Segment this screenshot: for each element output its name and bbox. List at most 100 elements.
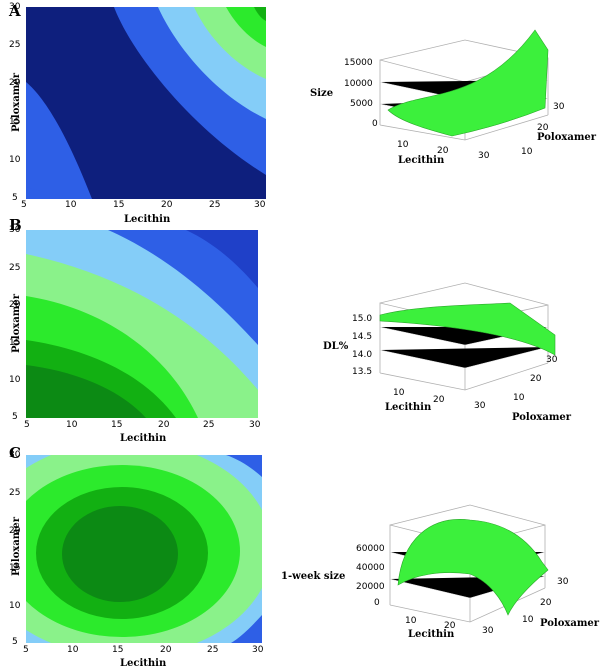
contour-plot-c xyxy=(26,455,262,647)
contour-c-level-7 xyxy=(62,506,178,602)
contour-a-ytick: 10 xyxy=(9,155,21,165)
surface-a-ztick: 15000 xyxy=(344,58,373,68)
surface-b-xtick: 20 xyxy=(433,395,445,405)
surface-c-xtick: 30 xyxy=(482,626,494,636)
surface-plot-c xyxy=(330,490,595,654)
contour-a-ytick: 15 xyxy=(9,117,21,127)
contour-c-xtick: 25 xyxy=(207,645,219,655)
contour-a-ylabel: Poloxamer xyxy=(11,72,23,133)
contour-c-xtick: 30 xyxy=(252,645,264,655)
surface-b-ytick: 20 xyxy=(530,374,542,384)
contour-b-level-1 xyxy=(186,230,258,288)
surface-a-ztick: 0 xyxy=(372,119,378,129)
surface-c-ylabel: Poloxamer xyxy=(540,618,600,629)
surface-b-zlabel: DL% xyxy=(323,341,349,352)
contour-c-ytick: 10 xyxy=(9,601,21,611)
contour-plot-a xyxy=(26,7,266,203)
surface-c-ytick: 10 xyxy=(522,615,534,625)
contour-c-ytick: 30 xyxy=(9,450,21,460)
surface-b-ytick: 10 xyxy=(513,393,525,403)
contour-b-xtick: 25 xyxy=(203,420,215,430)
contour-c-xtick: 15 xyxy=(112,645,124,655)
surface-a-xlabel: Lecithin xyxy=(398,155,445,166)
surface-c-xtick: 20 xyxy=(444,621,456,631)
surface-a-ytick: 30 xyxy=(553,102,565,112)
panel-letter-a: A xyxy=(9,2,21,20)
contour-a-xtick: 30 xyxy=(254,200,266,210)
contour-c-ytick: 5 xyxy=(12,637,18,647)
contour-b-ytick: 5 xyxy=(12,412,18,422)
surface-c-ztick: 20000 xyxy=(356,582,385,592)
contour-a-ytick: 30 xyxy=(9,2,21,12)
contour-c-corner-bottom-right xyxy=(231,615,262,643)
contour-c-ytick: 20 xyxy=(9,526,21,536)
surface-b-svg xyxy=(379,282,556,391)
contour-b-xlabel: Lecithin xyxy=(120,433,167,444)
surface-c-zlabel: 1-week size xyxy=(281,571,346,582)
surface-b-ztick: 13.5 xyxy=(352,367,373,377)
contour-b-ytick: 25 xyxy=(9,263,21,273)
contour-c-ytick: 15 xyxy=(9,563,21,573)
contour-a-xtick: 20 xyxy=(161,200,173,210)
surface-a-svg xyxy=(379,29,549,141)
contour-a-ytick: 20 xyxy=(9,78,21,88)
surface-b-xtick: 30 xyxy=(474,401,486,411)
surface-c-ztick: 40000 xyxy=(356,563,385,573)
surface-c-ztick: 0 xyxy=(374,598,380,608)
contour-c-corner-top-right xyxy=(226,455,262,477)
contour-b-xtick: 10 xyxy=(66,420,78,430)
contour-b-xtick: 20 xyxy=(158,420,170,430)
contour-a-xtick: 15 xyxy=(113,200,125,210)
surface-a-ztick: 10000 xyxy=(344,79,373,89)
contour-a-xtick: 25 xyxy=(209,200,221,210)
contour-plot-b xyxy=(26,230,258,422)
contour-c-xlabel: Lecithin xyxy=(120,658,167,669)
contour-a-level-2-left xyxy=(26,7,92,199)
contour-a-xtick: 10 xyxy=(65,200,77,210)
contour-b-ytick: 20 xyxy=(9,300,21,310)
surface-a-ytick: 20 xyxy=(537,123,549,133)
contour-b-ylabel: Poloxamer xyxy=(11,293,23,354)
surface-b-ylabel: Poloxamer xyxy=(512,412,572,423)
contour-a-level-6 xyxy=(254,7,266,21)
surface-a-ytick: 10 xyxy=(521,147,533,157)
contour-a-ytick: 5 xyxy=(12,193,18,203)
contour-a-ytick: 25 xyxy=(9,40,21,50)
contour-b-xtick: 15 xyxy=(111,420,123,430)
panel-letter-b: B xyxy=(9,216,22,234)
contour-a-level-5 xyxy=(226,7,266,47)
panel-letter-c: C xyxy=(9,444,21,462)
contour-b-ytick: 10 xyxy=(9,375,21,385)
surface-plot-a xyxy=(330,10,595,184)
surface-c-svg xyxy=(389,504,549,623)
contour-b-xtick: 5 xyxy=(24,420,30,430)
contour-c-xtick: 10 xyxy=(67,645,79,655)
contour-a-svg xyxy=(26,7,266,199)
surface-c-ytick: 20 xyxy=(540,598,552,608)
contour-b-ytick: 30 xyxy=(9,225,21,235)
surface-c-mesh xyxy=(397,519,549,616)
surface-a-xtick: 10 xyxy=(397,140,409,150)
contour-c-ylabel: Poloxamer xyxy=(11,516,23,577)
surface-b-xtick: 10 xyxy=(393,388,405,398)
surface-c-ztick: 60000 xyxy=(356,544,385,554)
surface-a-ztick: 5000 xyxy=(350,99,373,109)
surface-c-xtick: 10 xyxy=(405,616,417,626)
contour-c-ytick: 25 xyxy=(9,488,21,498)
surface-a-xtick: 30 xyxy=(478,151,490,161)
contour-b-xtick: 30 xyxy=(249,420,261,430)
contour-b-svg xyxy=(26,230,258,418)
surface-b-ytick: 30 xyxy=(546,355,558,365)
surface-b-xlabel: Lecithin xyxy=(385,402,432,413)
surface-c-xlabel: Lecithin xyxy=(408,629,455,640)
surface-b-ztick: 14.0 xyxy=(352,350,373,360)
contour-b-ytick: 15 xyxy=(9,338,21,348)
surface-c-ytick: 30 xyxy=(557,577,569,587)
contour-c-xtick: 5 xyxy=(23,645,29,655)
surface-b-ztick: 14.5 xyxy=(352,332,373,342)
contour-a-xlabel: Lecithin xyxy=(124,214,171,225)
contour-c-xtick: 20 xyxy=(160,645,172,655)
contour-c-svg xyxy=(26,455,262,643)
surface-a-ylabel: Poloxamer xyxy=(537,132,597,143)
surface-a-xtick: 20 xyxy=(437,146,449,156)
